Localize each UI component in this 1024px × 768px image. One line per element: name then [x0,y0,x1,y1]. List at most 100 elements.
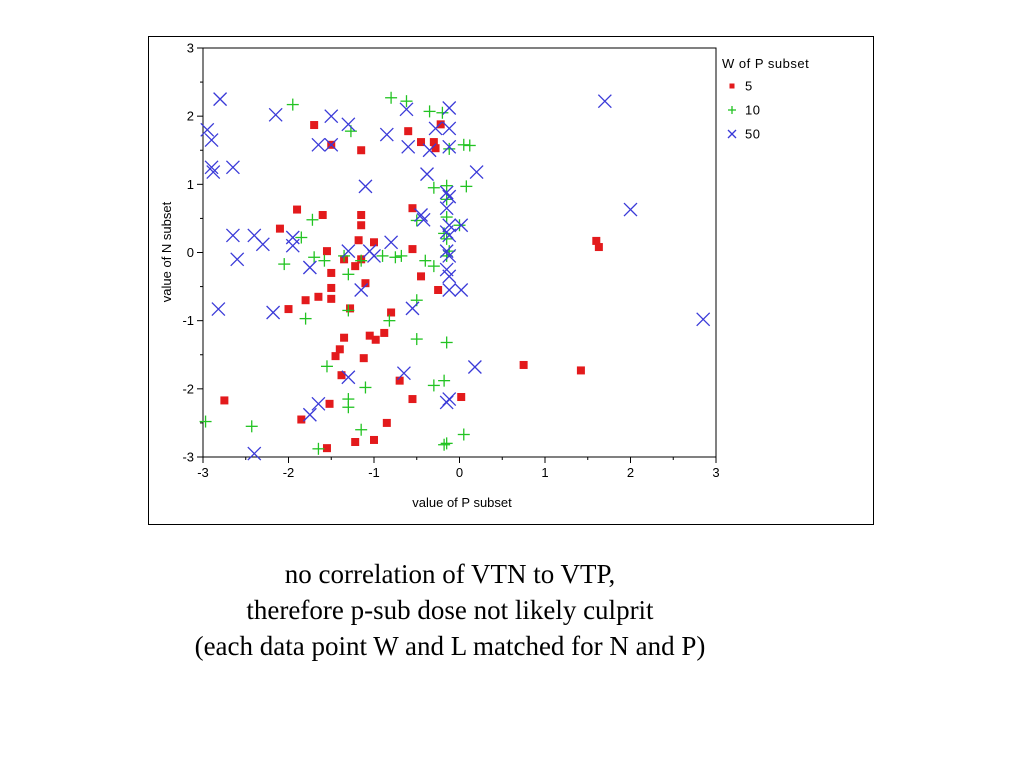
data-point-10 [460,180,473,193]
data-point-5 [322,444,331,453]
data-point-5 [327,294,336,303]
data-point-5 [457,393,466,402]
data-point-5 [436,120,445,129]
data-point-5 [327,283,336,292]
data-point-10 [389,251,402,264]
caption-line-2: therefore p-sub dose not likely culprit [246,595,654,625]
data-point-5 [361,279,370,288]
x-tick-label: -3 [197,465,209,480]
data-point-5 [519,360,528,369]
legend-marker-10 [728,106,736,114]
data-point-5 [359,354,368,363]
data-point-50 [354,283,369,297]
caption-line-1: no correlation of VTN to VTP, [284,559,616,589]
data-point-5 [382,418,391,427]
data-point-50 [268,107,283,122]
x-tick-label: 3 [712,465,719,480]
data-point-10 [427,260,440,273]
data-point-5 [325,399,334,408]
legend-marker-50 [727,129,737,139]
data-point-10 [383,314,396,327]
data-point-10 [438,438,451,451]
data-point-50 [341,117,356,132]
data-point-5 [284,305,293,314]
data-point-50 [467,360,482,374]
data-point-5 [335,345,344,354]
data-point-50 [442,189,457,204]
data-point-50 [442,139,457,154]
data-point-10 [342,401,355,414]
y-tick-label: -1 [182,313,194,328]
data-point-5 [417,272,426,281]
data-point-10 [410,214,423,227]
data-point-50 [442,121,457,136]
data-point-50 [422,143,437,158]
data-point-5 [408,245,417,254]
data-point-50 [469,165,484,180]
data-point-50 [428,121,443,136]
data-point-10 [342,268,355,281]
data-point-10 [308,251,321,264]
data-point-5 [327,268,336,277]
data-point-10 [427,181,440,194]
data-point-50 [414,208,428,222]
data-point-10 [400,95,413,108]
data-point-5 [576,366,585,375]
data-point-50 [302,407,317,422]
data-point-10 [427,379,440,392]
data-point-10 [440,437,453,450]
data-point-10 [295,231,308,244]
legend-label-50: 50 [745,127,760,142]
data-point-50 [341,244,356,259]
data-point-50 [324,109,339,124]
data-point-10 [355,423,368,436]
data-point-50 [442,248,457,263]
data-point-10 [306,213,319,226]
data-point-10 [423,105,436,118]
data-point-5 [331,352,340,361]
y-tick-label: 2 [187,109,194,124]
data-point-5 [301,296,310,305]
data-point-10 [463,139,476,152]
data-point-10 [342,304,355,317]
data-point-50 [442,228,457,243]
data-point-5 [365,331,374,340]
y-axis: -3 -2 -1 0 1 2 3 [182,41,203,465]
data-point-5 [594,243,603,252]
data-point-50 [405,301,420,316]
data-point-50 [225,228,240,243]
data-point-50 [442,392,457,407]
data-point-50 [200,122,215,137]
x-tick-label: 1 [541,465,548,480]
data-point-50 [204,133,219,147]
data-point-10 [438,374,451,387]
data-point-50 [454,283,469,297]
data-point-50 [367,248,381,263]
data-point-50 [439,201,454,216]
x-tick-label: 0 [456,465,463,480]
data-point-50 [266,305,281,320]
data-point-10 [440,336,453,349]
data-point-5 [429,138,438,147]
data-point-5 [395,376,404,385]
data-point-50 [358,179,373,194]
data-point-5 [408,395,417,404]
data-point-50 [399,102,414,117]
data-point-50 [311,137,326,152]
data-point-10 [299,312,312,325]
data-point-10 [245,420,258,433]
data-point-50 [311,396,326,411]
data-point-10 [440,211,453,224]
data-point-50 [225,160,240,175]
data-point-5 [337,371,346,380]
data-point-50 [379,127,394,142]
data-point-50 [442,101,457,115]
caption: no correlation of VTN to VTP, therefore … [0,556,900,664]
data-point-5 [371,335,380,344]
data-point-50 [341,370,356,385]
y-tick-label: 0 [187,245,194,260]
data-points [199,91,711,461]
series-10 [199,91,476,455]
data-point-5 [431,144,440,153]
data-point-5 [351,262,360,271]
